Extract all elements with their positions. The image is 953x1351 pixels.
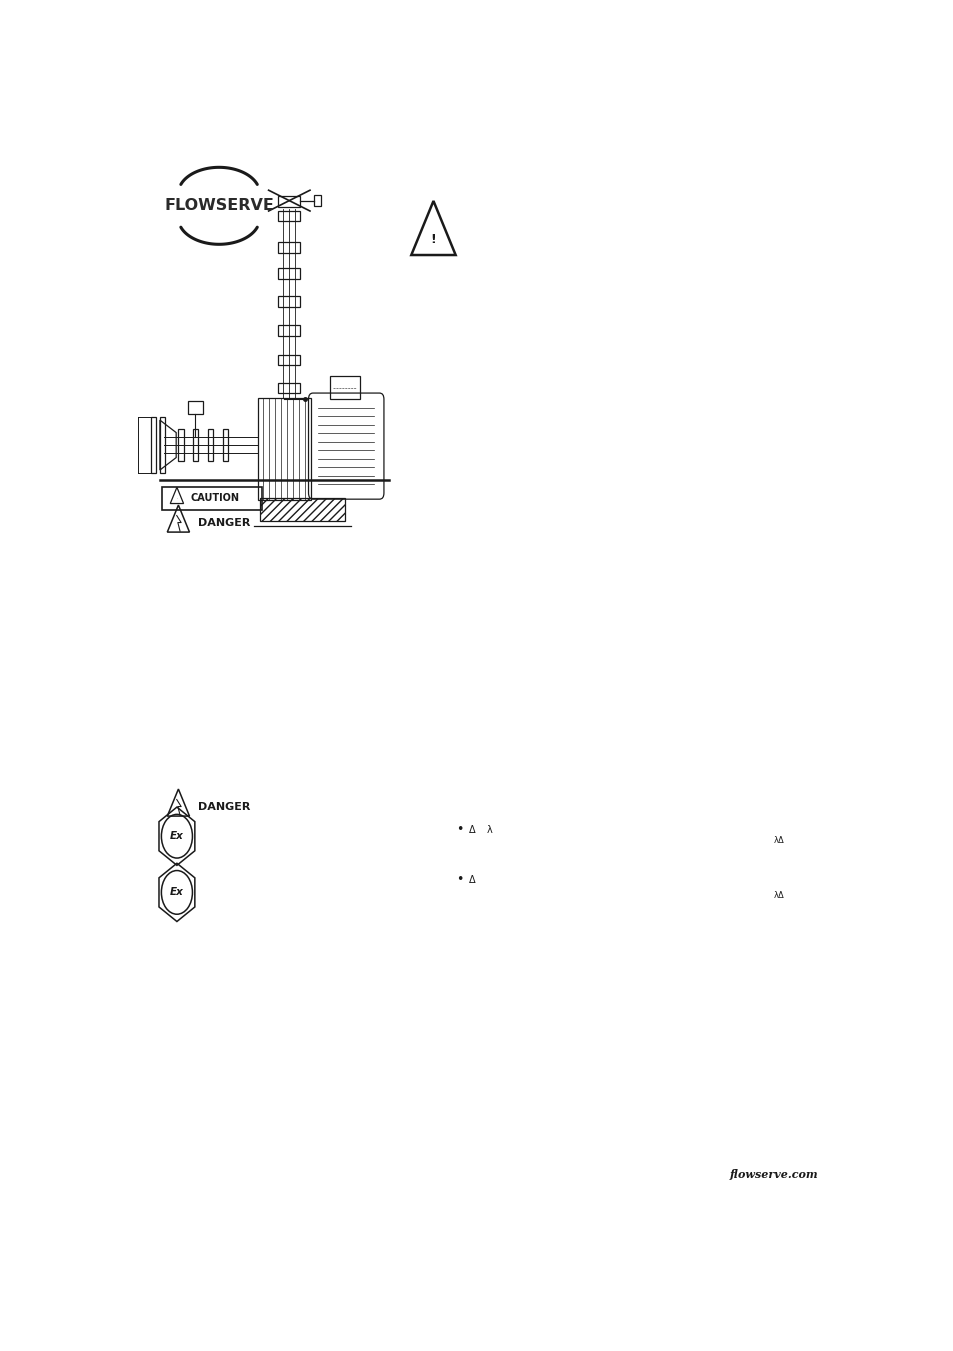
Bar bbox=[151, 417, 156, 473]
Text: Δ: Δ bbox=[469, 825, 476, 835]
Text: Ex: Ex bbox=[170, 831, 184, 842]
Bar bbox=[278, 196, 300, 207]
Bar bbox=[278, 269, 300, 278]
Text: λΔ: λΔ bbox=[773, 836, 783, 844]
Text: λ: λ bbox=[486, 825, 492, 835]
Bar bbox=[278, 296, 300, 307]
Bar bbox=[222, 430, 228, 461]
Bar bbox=[278, 326, 300, 336]
Bar bbox=[193, 430, 198, 461]
Text: •: • bbox=[456, 873, 462, 886]
Text: flowserve.com: flowserve.com bbox=[728, 1169, 817, 1179]
Bar bbox=[257, 399, 311, 500]
Bar bbox=[259, 499, 344, 521]
Bar bbox=[160, 417, 165, 473]
Bar bbox=[162, 486, 262, 509]
Text: !: ! bbox=[430, 234, 436, 246]
Bar bbox=[178, 430, 183, 461]
Bar bbox=[278, 242, 300, 253]
Text: •: • bbox=[456, 824, 462, 836]
Text: Δ: Δ bbox=[469, 875, 476, 885]
Text: Ex: Ex bbox=[170, 888, 184, 897]
Bar bbox=[278, 382, 300, 393]
Text: FLOWSERVE: FLOWSERVE bbox=[164, 199, 274, 213]
Bar bbox=[188, 401, 203, 413]
Bar bbox=[278, 354, 300, 365]
Text: DANGER: DANGER bbox=[197, 517, 250, 528]
Text: λΔ: λΔ bbox=[773, 892, 783, 900]
Text: DANGER: DANGER bbox=[197, 802, 250, 812]
Bar bbox=[314, 196, 321, 205]
Bar bbox=[208, 430, 213, 461]
Bar bbox=[278, 211, 300, 222]
Bar bbox=[329, 377, 359, 400]
Text: CAUTION: CAUTION bbox=[190, 493, 239, 503]
